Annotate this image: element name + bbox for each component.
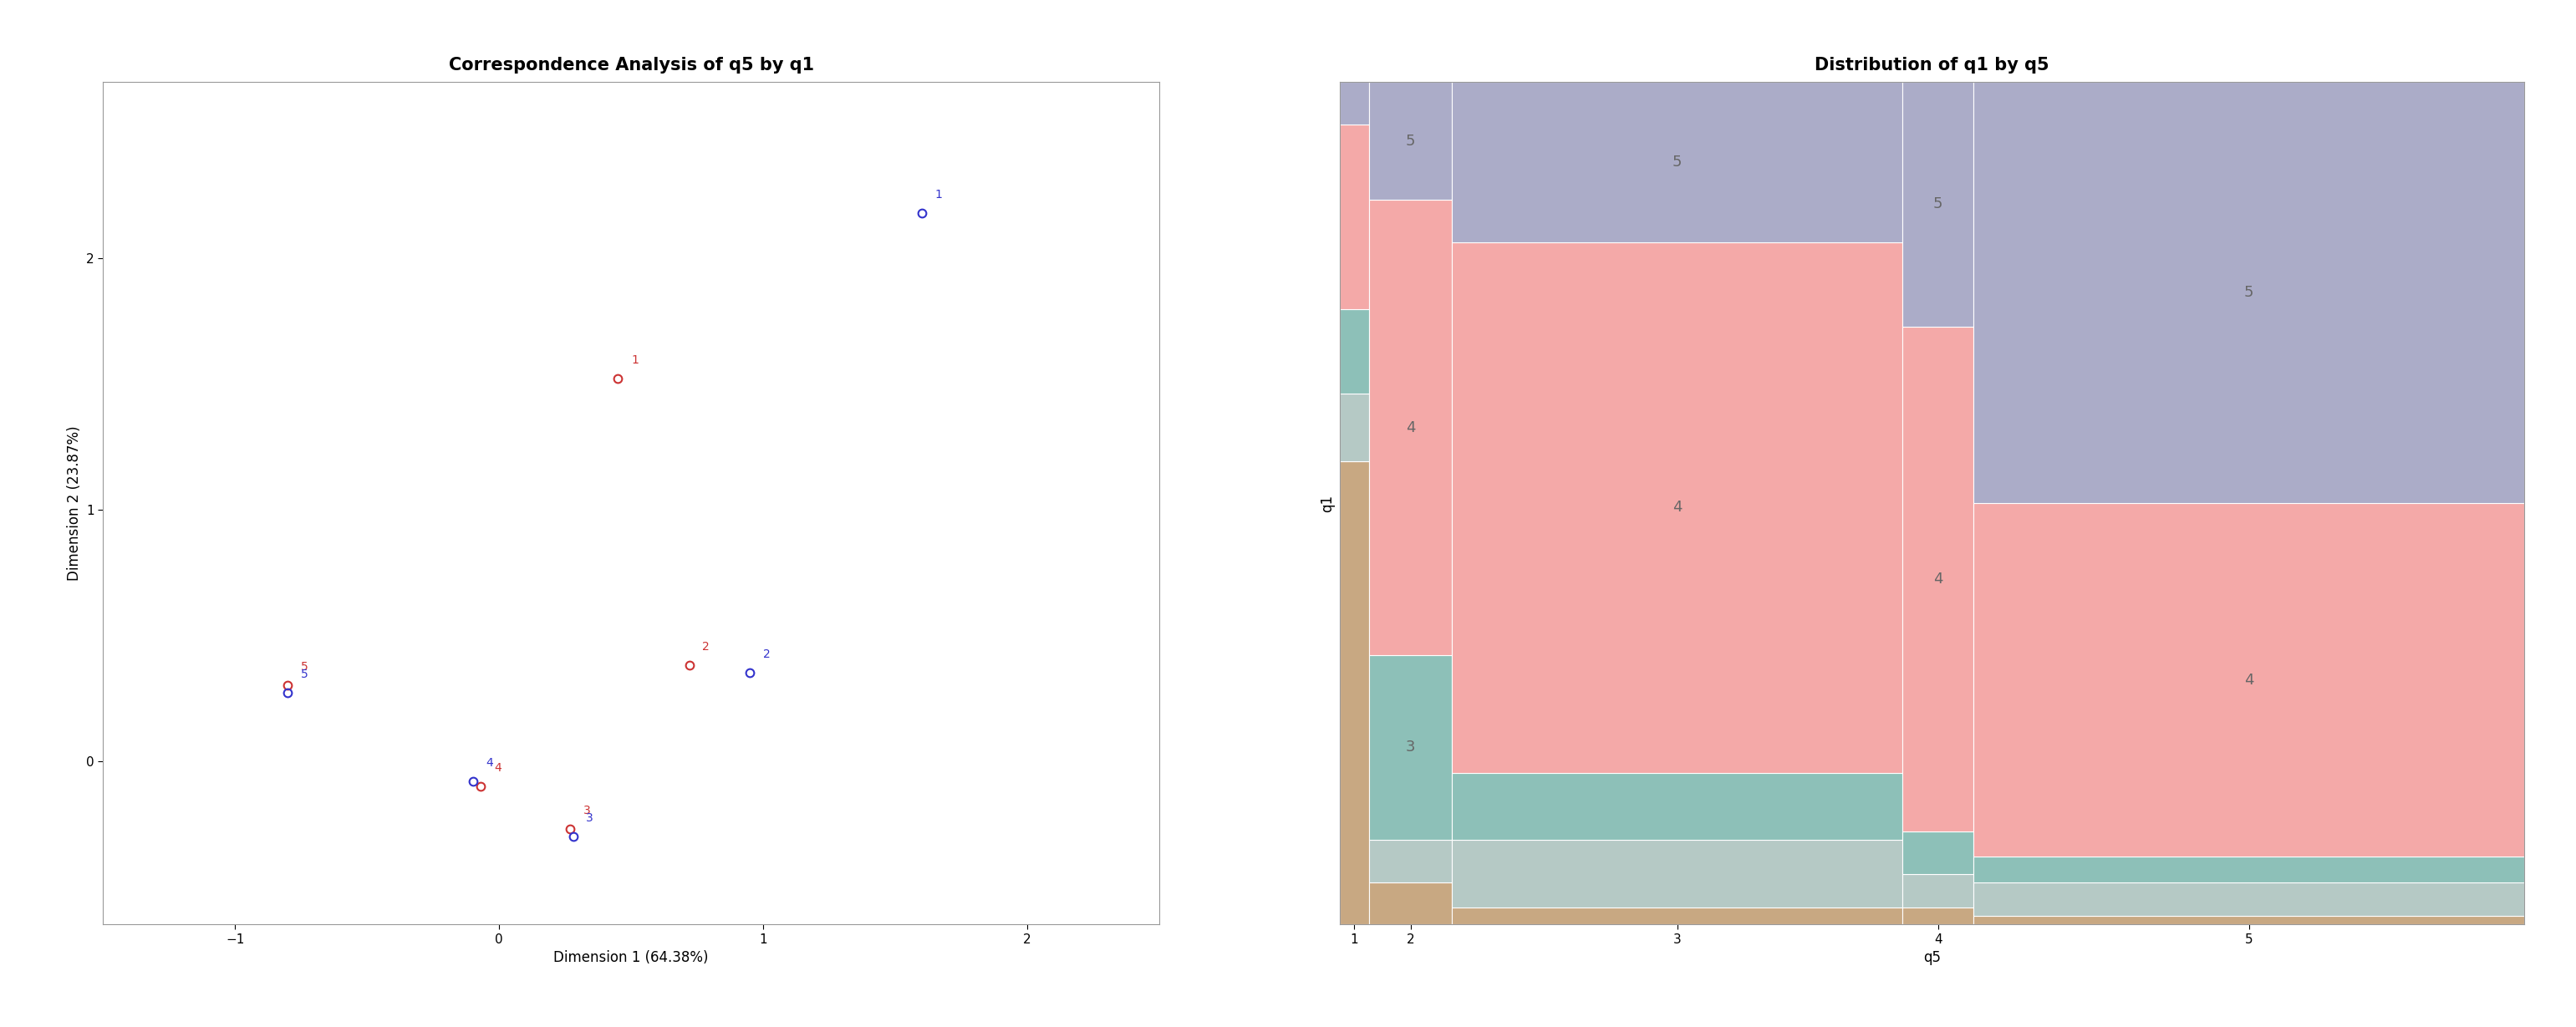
Y-axis label: q1: q1 <box>1319 494 1334 512</box>
Text: 4: 4 <box>495 762 502 773</box>
Bar <box>1340 124 1370 309</box>
Bar <box>1340 461 1370 924</box>
Text: 4: 4 <box>1932 571 1942 586</box>
Text: 2: 2 <box>762 649 770 660</box>
Text: 5: 5 <box>301 661 309 673</box>
Text: 4: 4 <box>487 757 492 768</box>
Bar <box>1901 82 1973 327</box>
Text: 3: 3 <box>585 804 590 816</box>
X-axis label: Dimension 1 (64.38%): Dimension 1 (64.38%) <box>554 950 708 965</box>
Bar <box>1973 82 2524 503</box>
Text: 5: 5 <box>301 669 309 681</box>
Bar <box>1340 82 1370 124</box>
Bar <box>1340 393 1370 461</box>
Bar <box>1453 82 1901 242</box>
Text: 5: 5 <box>1406 134 1414 149</box>
Bar <box>1973 503 2524 857</box>
Text: 4: 4 <box>1406 420 1414 435</box>
Text: 4: 4 <box>1672 500 1682 515</box>
Title: Correspondence Analysis of q5 by q1: Correspondence Analysis of q5 by q1 <box>448 58 814 74</box>
Bar <box>1340 309 1370 393</box>
X-axis label: q5: q5 <box>1924 950 1940 965</box>
Bar <box>1370 840 1453 882</box>
Text: 3: 3 <box>1406 739 1414 755</box>
Text: 5: 5 <box>1932 197 1942 212</box>
Bar <box>1370 200 1453 655</box>
Bar <box>1901 327 1973 832</box>
Bar <box>1453 840 1901 908</box>
Bar <box>1973 916 2524 924</box>
Bar <box>1453 772 1901 840</box>
Title: Distribution of q1 by q5: Distribution of q1 by q5 <box>1814 58 2050 74</box>
Text: 5: 5 <box>2244 286 2254 300</box>
Bar <box>1901 908 1973 924</box>
Text: 1: 1 <box>631 354 639 367</box>
Bar <box>1370 882 1453 924</box>
Bar <box>1901 874 1973 908</box>
Text: 1: 1 <box>935 189 943 200</box>
Y-axis label: Dimension 2 (23.87%): Dimension 2 (23.87%) <box>67 425 82 581</box>
Bar <box>1901 832 1973 874</box>
Text: 3: 3 <box>587 812 592 824</box>
Text: 5: 5 <box>1672 155 1682 169</box>
Bar <box>1370 655 1453 840</box>
Bar <box>1453 908 1901 924</box>
Bar <box>1973 857 2524 882</box>
Text: 2: 2 <box>703 641 711 653</box>
Bar <box>1973 882 2524 916</box>
Bar <box>1370 82 1453 200</box>
Text: 4: 4 <box>2244 673 2254 688</box>
Bar <box>1453 242 1901 772</box>
